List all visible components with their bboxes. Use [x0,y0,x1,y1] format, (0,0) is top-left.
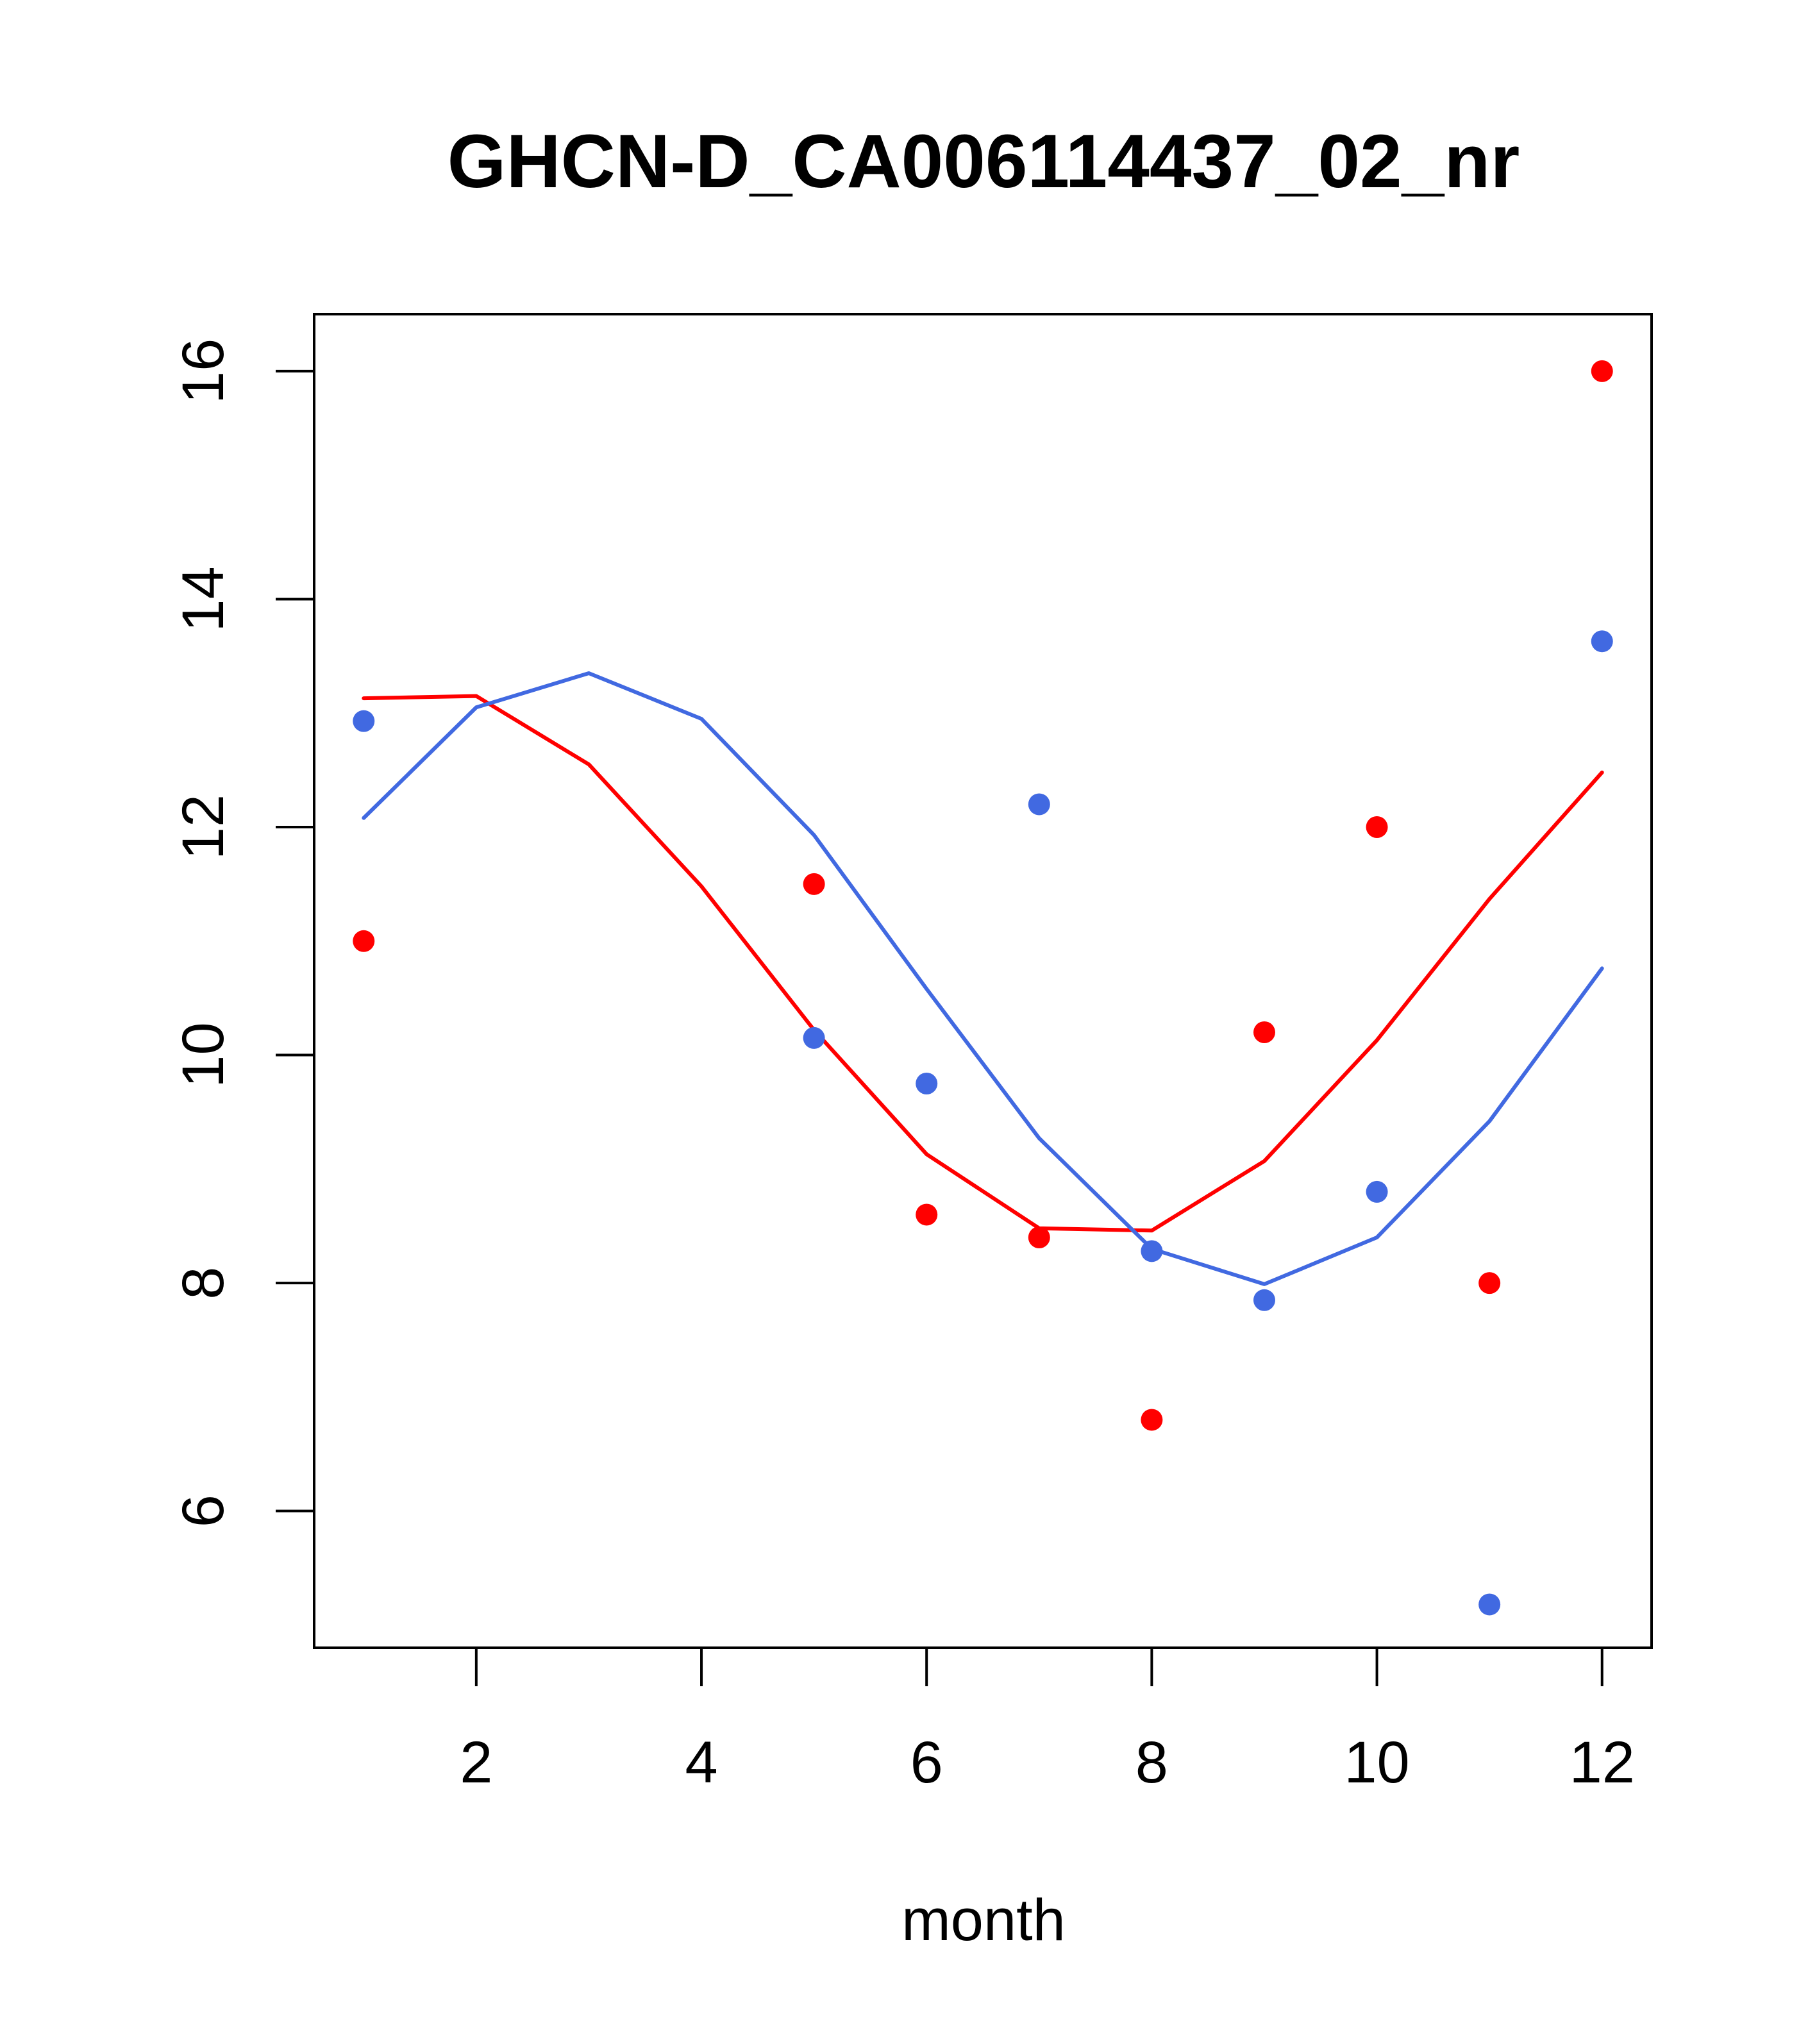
data-point [1141,1409,1163,1431]
y-tick-label: 14 [171,566,236,632]
data-point [916,1073,938,1094]
chart-title: GHCN-D_CA006114437_02_nr [448,119,1520,204]
plot-frame [313,313,1653,1649]
x-tick-label: 10 [1344,1730,1409,1795]
data-point [1028,1227,1050,1248]
series-lines [362,671,1604,1286]
y-tick-label: 12 [171,794,236,860]
x-tick-label: 2 [460,1730,492,1795]
x-tick-label: 6 [910,1730,943,1795]
y-tick-label: 16 [171,339,236,404]
data-point [1591,630,1613,653]
y-tick-label: 8 [171,1267,236,1300]
series-line-1 [362,694,1604,1233]
x-axis-label: month [901,1888,1066,1953]
y-axis: 6 8 10 12 14 16 [171,339,315,1527]
data-point [1366,816,1388,838]
y-tick-label: 6 [171,1495,236,1527]
x-tick-label: 8 [1135,1730,1168,1795]
data-point [916,1203,938,1226]
x-tick-label: 12 [1570,1730,1635,1795]
data-point [803,873,825,895]
data-point [353,930,375,952]
data-point [353,710,375,732]
data-point [1591,360,1613,382]
y-tick-label: 10 [171,1022,236,1087]
x-tick-label: 4 [685,1730,717,1795]
data-point [1366,1180,1388,1203]
series-points [353,360,1613,1616]
data-point [1141,1240,1163,1262]
data-point [1478,1272,1501,1294]
data-point [1253,1021,1275,1043]
series-line-2 [362,671,1604,1286]
data-point [1478,1593,1501,1616]
x-axis: 2 4 6 8 10 12 [460,1646,1635,1795]
data-point [1253,1289,1275,1311]
data-point [803,1026,825,1049]
data-point [1028,793,1050,816]
